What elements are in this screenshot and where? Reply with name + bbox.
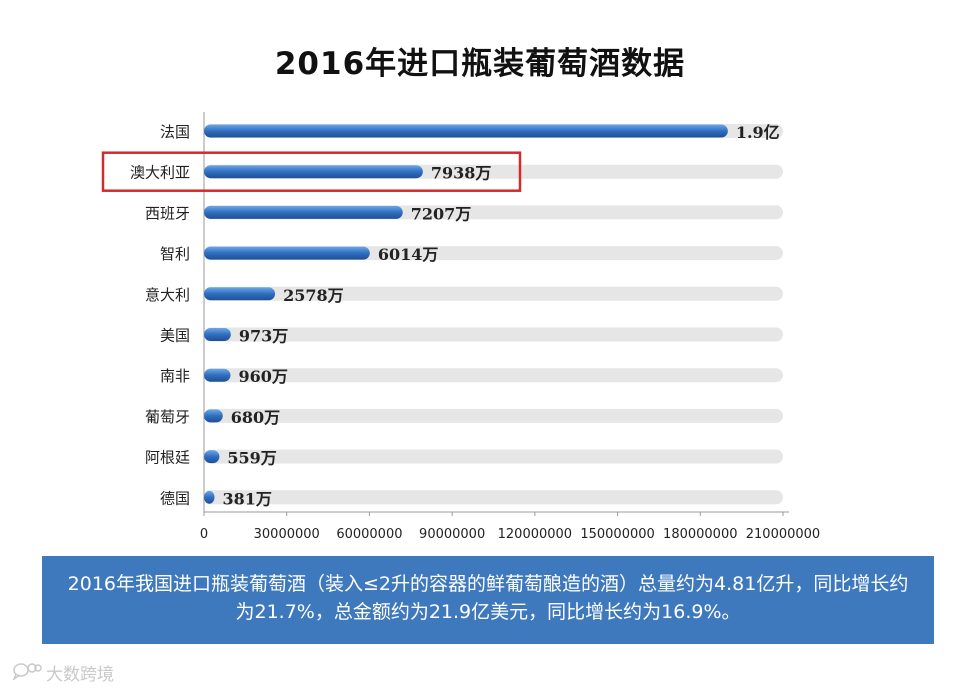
category-label: 意大利 — [145, 286, 190, 304]
x-tick-label: 150000000 — [580, 527, 654, 542]
bar — [204, 287, 276, 301]
bar — [204, 328, 231, 341]
category-label: 澳大利亚 — [130, 164, 190, 182]
data-label: 559万 — [227, 449, 276, 468]
bar — [204, 409, 223, 423]
x-tick-label: 60000000 — [336, 527, 402, 542]
data-label: 6014万 — [378, 245, 439, 264]
category-label: 美国 — [160, 327, 190, 345]
category-label: 西班牙 — [145, 204, 190, 222]
bar — [204, 165, 423, 179]
bar — [204, 490, 215, 504]
bar — [204, 205, 403, 219]
data-label: 7207万 — [411, 204, 472, 223]
highlight-box — [101, 151, 522, 192]
bar-track — [204, 449, 783, 464]
data-label: 960万 — [238, 367, 287, 386]
category-label: 葡萄牙 — [145, 408, 190, 426]
chat-bubble-icon — [12, 662, 42, 685]
data-label: 1.9亿 — [736, 123, 780, 142]
bar-track — [204, 327, 783, 342]
category-label: 德国 — [160, 489, 190, 507]
x-tick-label: 210000000 — [746, 527, 820, 542]
category-label: 南非 — [160, 367, 190, 385]
bar-track — [204, 408, 783, 423]
bar-track — [204, 490, 783, 505]
watermark-text: 大数跨境 — [46, 665, 114, 685]
x-tick-label: 120000000 — [498, 527, 572, 542]
data-label: 2578万 — [283, 286, 344, 305]
bar — [204, 450, 220, 464]
bar-track — [204, 286, 783, 301]
bar — [204, 368, 231, 382]
data-label: 381万 — [223, 489, 272, 508]
bar-track — [204, 368, 783, 383]
x-tick-label: 30000000 — [254, 527, 320, 542]
summary-caption: 2016年我国进口瓶装葡萄酒（装入≤2升的容器的鲜葡萄酿造的酒）总量约为4.81… — [42, 556, 934, 644]
data-label: 973万 — [239, 327, 288, 346]
category-label: 智利 — [160, 245, 190, 263]
chart-title: 2016年进口瓶装葡萄酒数据 — [274, 46, 686, 82]
x-tick-label: 0 — [200, 527, 208, 542]
data-label: 680万 — [231, 408, 280, 427]
category-label: 阿根廷 — [145, 449, 190, 467]
bar — [204, 246, 370, 260]
x-tick-label: 90000000 — [419, 527, 485, 542]
category-label: 法国 — [160, 123, 190, 141]
watermark: 大数跨境 — [12, 660, 114, 685]
x-tick-label: 180000000 — [663, 527, 737, 542]
data-label: 7938万 — [431, 164, 492, 183]
bar — [204, 124, 728, 138]
